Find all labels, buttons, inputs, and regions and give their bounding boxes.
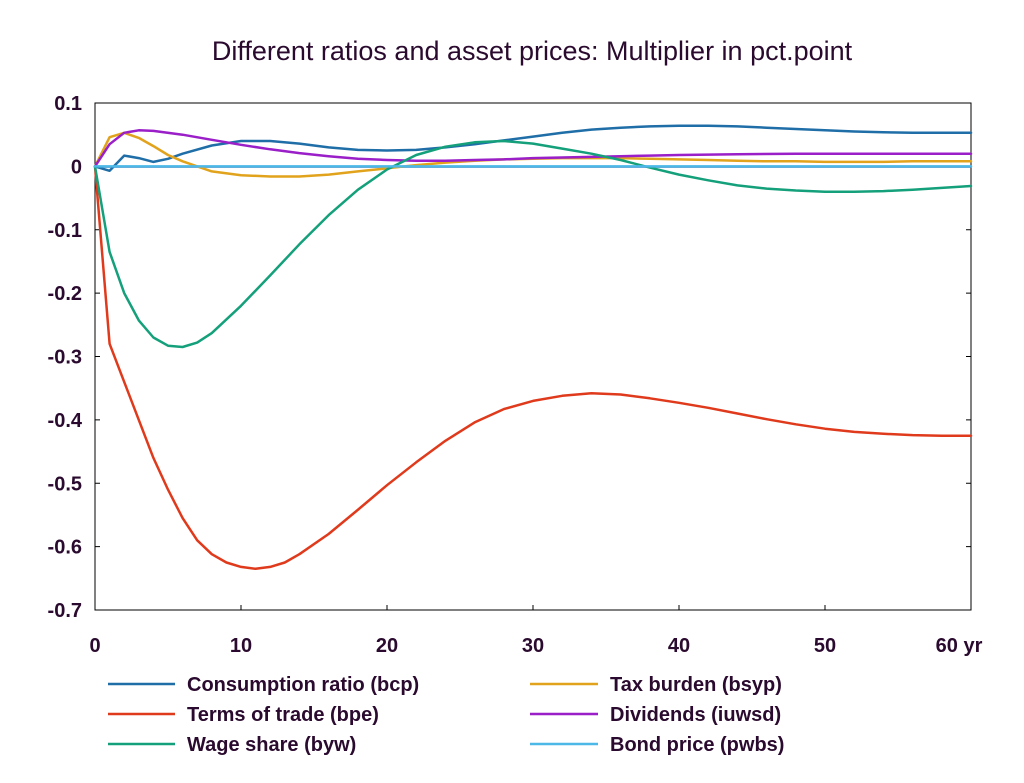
legend-label-3: Dividends (iuwsd) bbox=[610, 704, 781, 726]
y-tick-label: -0.1 bbox=[48, 220, 82, 242]
x-tick-label: 10 bbox=[230, 635, 252, 657]
x-tick-label: 50 bbox=[814, 635, 836, 657]
legend-label-5: Bond price (pwbs) bbox=[610, 734, 784, 756]
series-layer bbox=[93, 124, 973, 571]
x-tick-label: 60 yr bbox=[936, 635, 983, 657]
x-tick-label: 30 bbox=[522, 635, 544, 657]
y-tick-label: -0.2 bbox=[48, 283, 82, 305]
series-line-4 bbox=[93, 139, 973, 349]
legend-label-2: Terms of trade (bpe) bbox=[187, 704, 379, 726]
chart-title: Different ratios and asset prices: Multi… bbox=[212, 36, 853, 66]
x-tick-label: 20 bbox=[376, 635, 398, 657]
legend: Consumption ratio (bcp) Tax burden (bsyp)… bbox=[108, 674, 784, 756]
x-tick-label: 0 bbox=[89, 635, 100, 657]
y-tick-label: -0.5 bbox=[48, 473, 82, 495]
series-line-2 bbox=[93, 165, 973, 571]
y-tick-label: -0.4 bbox=[48, 410, 83, 432]
x-tick-label: 40 bbox=[668, 635, 690, 657]
y-tick-label: 0.1 bbox=[54, 93, 82, 115]
y-tick-label: -0.7 bbox=[48, 600, 82, 622]
legend-label-1: Tax burden (bsyp) bbox=[610, 674, 782, 696]
series-line-0 bbox=[93, 124, 973, 173]
legend-label-4: Wage share (byw) bbox=[187, 734, 356, 756]
y-tick-label: 0 bbox=[71, 156, 82, 178]
y-tick-label: -0.6 bbox=[48, 537, 82, 559]
plot-frame bbox=[94, 102, 972, 611]
axes-layer: 0.1 0 -0.1 -0.2 -0.3 -0.4 -0.5 -0.6 -0.7 0 10 20 30 4… bbox=[48, 93, 983, 657]
legend-label-0: Consumption ratio (bcp) bbox=[187, 674, 419, 696]
series-line-3 bbox=[93, 129, 973, 168]
y-tick-label: -0.3 bbox=[48, 347, 82, 369]
